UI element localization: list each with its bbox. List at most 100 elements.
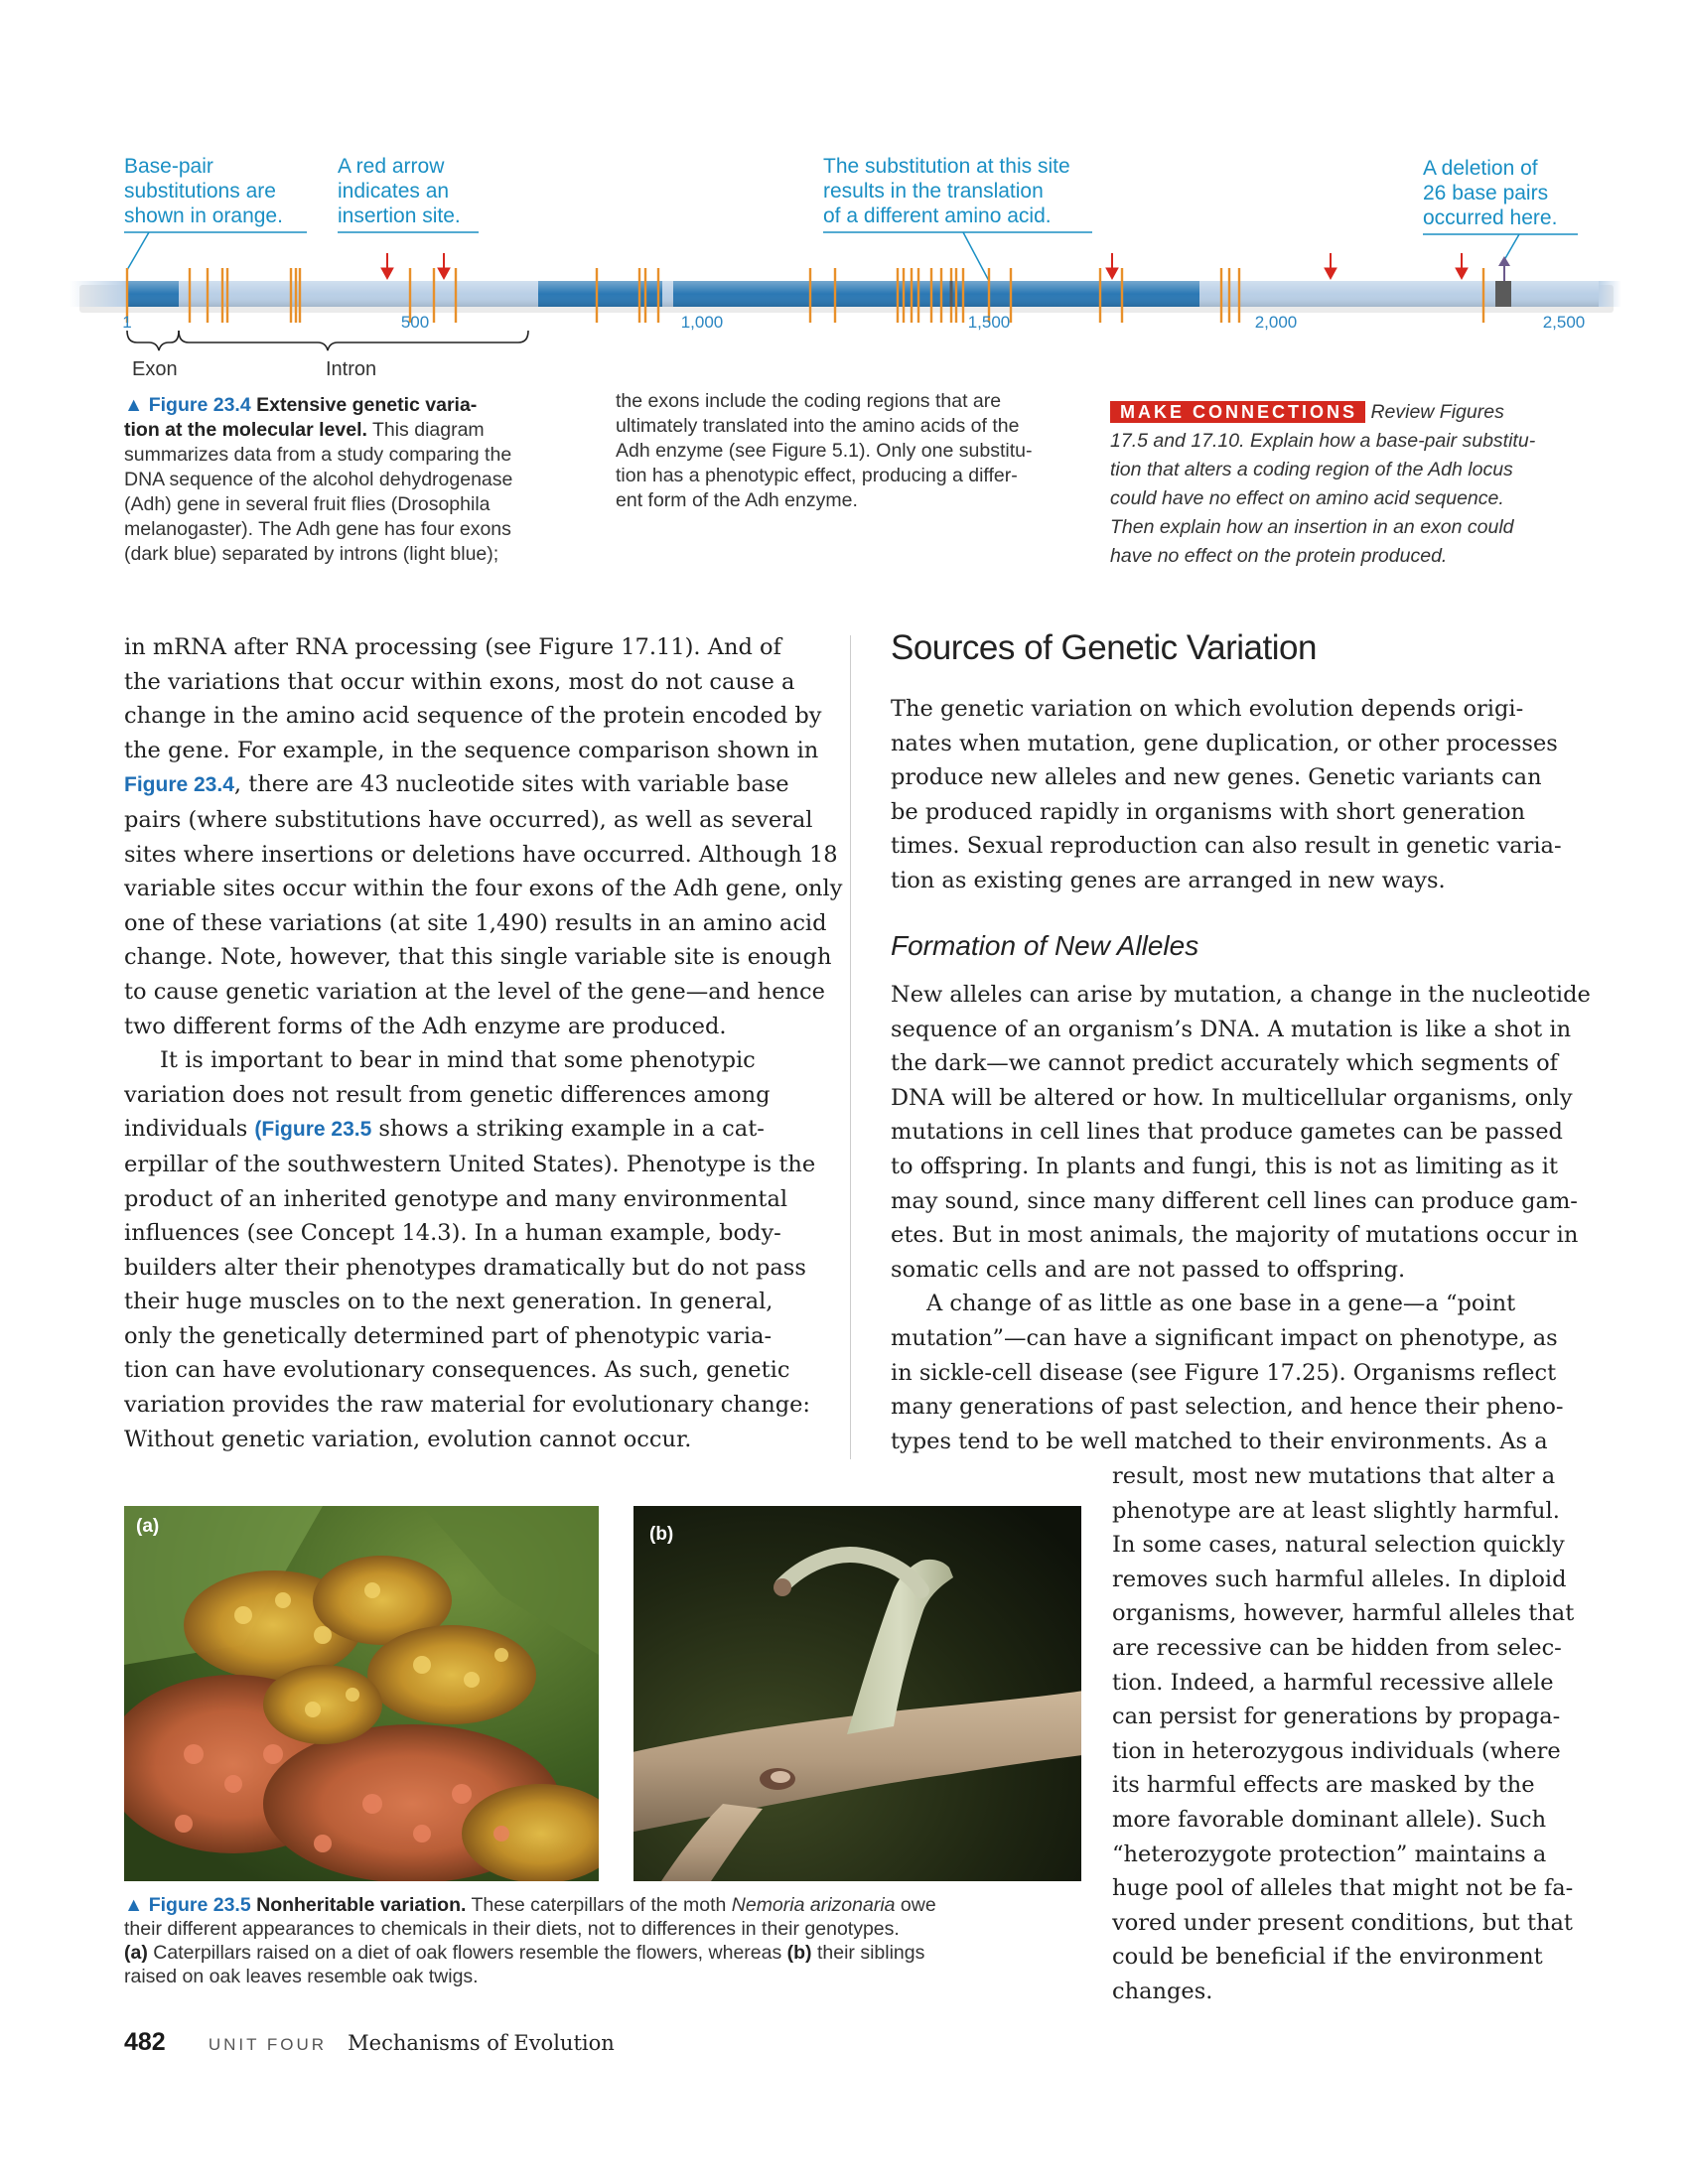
- exon-brace: [126, 330, 180, 351]
- section-heading: Sources of Genetic Variation: [891, 628, 1317, 667]
- body-line: may sound, since many different cell lin…: [891, 1187, 1578, 1214]
- body-line: individuals (Figure 23.5 shows a strikin…: [124, 1112, 819, 1148]
- body-line: DNA will be altered or how. In multicell…: [891, 1084, 1573, 1111]
- caption-line: raised on oak leaves resemble oak twigs.: [124, 1966, 479, 1987]
- body-line: New alleles can arise by mutation, a cha…: [891, 982, 1591, 1008]
- caption-part-label: (b): [786, 1942, 812, 1964]
- caption-line: ultimately translated into the amino aci…: [616, 415, 1020, 437]
- caption-line: ▲ Figure 23.4 Extensive genetic varia-: [124, 393, 581, 418]
- axis-tick-label: 1,500: [968, 313, 1011, 332]
- body-line: one of these variations (at site 1,490) …: [124, 909, 827, 936]
- callout-line: A red arrow: [338, 155, 445, 178]
- callout-leader: [126, 231, 150, 271]
- figure-23-5-link[interactable]: (Figure 23.5: [254, 1118, 372, 1142]
- callout-line: The substitution at this site: [823, 155, 1070, 178]
- make-connections-line: could have no effect on amino acid seque…: [1110, 487, 1504, 509]
- body-line: variable sites occur within the four exo…: [124, 876, 843, 902]
- callout-deletion: A deletion of 26 base pairs occurred her…: [1423, 156, 1557, 230]
- body-line: times. Sexual reproduction can also resu…: [891, 833, 1562, 860]
- callout-line: substitutions are: [124, 180, 276, 203]
- bar-highlight: [127, 281, 1599, 307]
- body-line: A change of as little as one base in a g…: [926, 1291, 1516, 1317]
- callout-line: 26 base pairs: [1423, 182, 1549, 205]
- body-line: the variations that occur within exons, …: [124, 668, 795, 695]
- body-line: its harmful effects are masked by the: [1112, 1772, 1535, 1799]
- caption-line: summarizes data from a study comparing t…: [124, 444, 512, 466]
- figure-23-4-link[interactable]: Figure 23.4: [124, 773, 234, 797]
- body-line: types tend to be well matched to their e…: [891, 1428, 1548, 1454]
- page-footer: 482 UNIT FOUR Mechanisms of Evolution: [124, 2028, 615, 2057]
- make-connections-line: MAKE CONNECTIONS Review Figures: [1110, 398, 1587, 427]
- body-line: somatic cells and are not passed to offs…: [891, 1256, 1406, 1283]
- body-line: mutations in cell lines that produce gam…: [891, 1119, 1563, 1146]
- caption-text: their siblings: [811, 1942, 925, 1964]
- intron-brace: [178, 330, 529, 351]
- figure-label: ▲ Figure 23.5: [124, 1894, 251, 1916]
- insertion-arrow: [1455, 267, 1469, 281]
- unit-title: Mechanisms of Evolution: [348, 2031, 615, 2055]
- callout-line: occurred here.: [1423, 206, 1558, 229]
- subsection-heading: Formation of New Alleles: [891, 930, 1199, 961]
- caption-title: Extensive genetic varia-: [250, 394, 478, 416]
- body-line: tion. Indeed, a harmful recessive allele: [1112, 1669, 1554, 1696]
- body-line: The genetic variation on which evolution…: [891, 696, 1524, 722]
- callout-line: of a different amino acid.: [823, 205, 1052, 227]
- body-line: two different forms of the Adh enzyme ar…: [124, 1013, 727, 1039]
- caption-line: the exons include the coding regions tha…: [616, 390, 1002, 412]
- photo-b-label: (b): [649, 1524, 674, 1545]
- body-line: in sickle-cell disease (see Figure 17.25…: [891, 1359, 1557, 1386]
- column-divider: [850, 635, 851, 1459]
- photo-b-caterpillar-twig: (b): [633, 1506, 1081, 1881]
- caption-line: ▲ Figure 23.5 Nonheritable variation. Th…: [124, 1893, 1097, 1917]
- left-column: in mRNA after RNA processing (see Figure…: [124, 630, 843, 1456]
- caption-line: tion at the molecular level. This diagra…: [124, 418, 581, 443]
- body-line: phenotype are at least slightly harmful.: [1112, 1497, 1560, 1524]
- body-line: result, most new mutations that alter a: [1112, 1463, 1556, 1489]
- intron-fade-left: [70, 281, 129, 307]
- caption-line: melanogaster). The Adh gene has four exo…: [124, 518, 511, 540]
- photo-b-image: [633, 1506, 1081, 1881]
- body-line: erpillar of the southwestern United Stat…: [124, 1151, 816, 1177]
- body-line: pairs (where substitutions have occurred…: [124, 806, 813, 833]
- body-line: tion can have evolutionary consequences.…: [124, 1357, 790, 1384]
- callout-amino-acid: The substitution at this site results in…: [823, 154, 1070, 228]
- body-line: “heterozygote protection” maintains a: [1112, 1841, 1547, 1867]
- body-line: builders alter their phenotypes dramatic…: [124, 1254, 806, 1281]
- body-line: in mRNA after RNA processing (see Figure…: [124, 634, 781, 660]
- caption-text: owe: [895, 1894, 936, 1916]
- photo-a-image: [124, 1506, 599, 1881]
- insertion-arrow: [380, 267, 394, 281]
- make-connections-line: have no effect on the protein produced.: [1110, 545, 1448, 567]
- body-line: can persist for generations by propaga-: [1112, 1704, 1561, 1730]
- photo-a-label: (a): [136, 1516, 160, 1537]
- caption-text: Caterpillars raised on a diet of oak flo…: [147, 1942, 787, 1964]
- body-line: huge pool of alleles that might not be f…: [1112, 1875, 1574, 1902]
- caption-title: Nonheritable variation.: [250, 1894, 467, 1916]
- body-line: sites where insertions or deletions have…: [124, 841, 838, 868]
- callout-leader: [1503, 233, 1520, 261]
- body-line: variation provides the raw material for …: [124, 1392, 810, 1419]
- axis-ticks: 1 500 1,000 1,500 2,000 2,500: [122, 313, 1585, 332]
- right-column-body: New alleles can arise by mutation, a cha…: [891, 978, 1606, 1458]
- intron-label: Intron: [326, 358, 376, 380]
- callout-line: indicates an: [338, 180, 450, 203]
- body-line: only the genetically determined part of …: [124, 1322, 773, 1349]
- body-line: change. Note, however, that this single …: [124, 944, 832, 971]
- right-column-narrow: result, most new mutations that alter a …: [1112, 1459, 1609, 2009]
- make-connections-tag: MAKE CONNECTIONS: [1110, 401, 1366, 423]
- body-line: tion as existing genes are arranged in n…: [891, 867, 1446, 893]
- body-line: the dark—we cannot predict accurately wh…: [891, 1050, 1558, 1077]
- figure-23-4-caption-continued: the exons include the coding regions tha…: [616, 389, 1092, 513]
- make-connections-line: tion that alters a coding region of the …: [1110, 459, 1513, 480]
- substitution-ticks: [125, 268, 1485, 323]
- make-connections-box: MAKE CONNECTIONS Review Figures 17.5 and…: [1110, 398, 1587, 571]
- body-line: vored under present conditions, but that: [1112, 1909, 1573, 1936]
- figure-23-4-caption: ▲ Figure 23.4 Extensive genetic varia- t…: [124, 393, 581, 567]
- exon-label: Exon: [132, 358, 178, 380]
- subheading-block: Formation of New Alleles: [891, 930, 1198, 962]
- body-line: more favorable dominant allele). Such: [1112, 1806, 1547, 1833]
- caption-text: These caterpillars of the moth: [466, 1894, 732, 1916]
- axis-tick-label: 500: [401, 313, 429, 332]
- section-heading-block: Sources of Genetic Variation: [891, 628, 1317, 668]
- body-line: Figure 23.4, there are 43 nucleotide sit…: [124, 767, 819, 803]
